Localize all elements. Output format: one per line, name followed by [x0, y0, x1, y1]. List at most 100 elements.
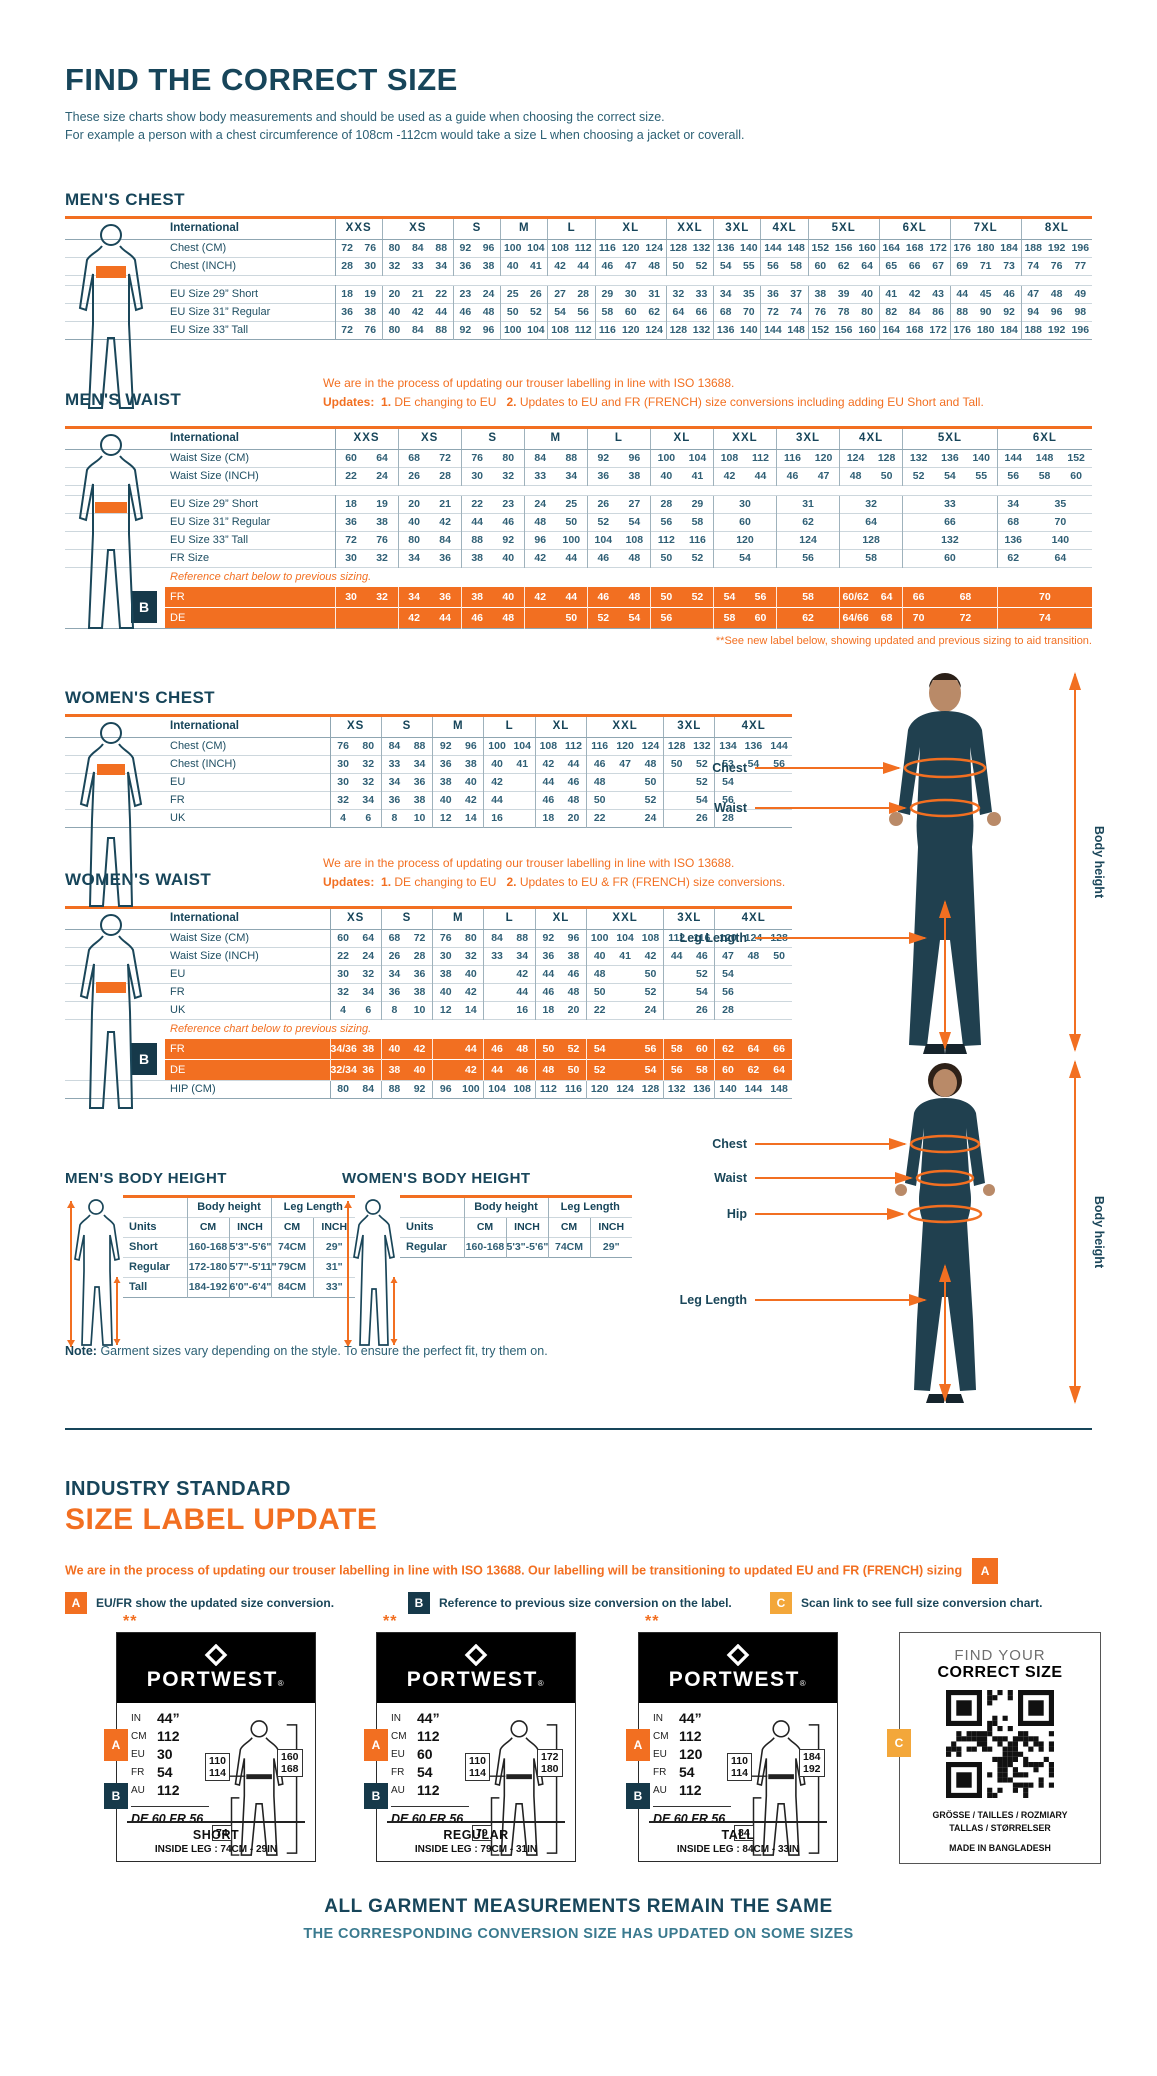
unit-header: INCH [589, 1217, 632, 1238]
row-label: FR [165, 983, 331, 1002]
badge-a: A [972, 1558, 999, 1584]
size-value: 50 [637, 773, 664, 792]
size-value: 40 [492, 549, 525, 568]
brand-name: PORTWEST® [668, 1668, 808, 1691]
size-value: 40 [492, 586, 525, 608]
size-value: 48 [492, 607, 525, 629]
size-value: 52 [689, 755, 715, 774]
size-value: 152 [1060, 449, 1092, 468]
find-your-text: FIND YOUR [954, 1647, 1046, 1664]
size-value: 92 [432, 737, 459, 756]
size-value: 160 [855, 321, 880, 340]
size-value: 152 [807, 321, 832, 340]
size-value: 80 [397, 531, 430, 550]
size-value: 88 [406, 737, 433, 756]
size-value: 60 [744, 607, 777, 629]
size-value: 88 [509, 929, 536, 948]
size-value: 32 [381, 257, 406, 276]
size-value: 172-180 [186, 1257, 229, 1278]
size-value: 144 [766, 737, 792, 756]
size-value: 38 [432, 965, 459, 984]
size-column-header: XL [534, 907, 587, 930]
size-column-header: L [586, 427, 651, 450]
size-value: 54 [714, 773, 741, 792]
size-value: 32 [492, 467, 525, 486]
size-value: 120 [714, 929, 741, 948]
row-label: Tall [123, 1277, 187, 1298]
size-value: 27 [618, 495, 651, 514]
size-value: 20 [560, 1001, 587, 1020]
row-label: UK [165, 809, 331, 828]
size-value: 54 [547, 303, 572, 322]
size-value: 32 [366, 549, 399, 568]
size-value: 43 [926, 285, 951, 304]
measure-key: EU [391, 1748, 405, 1760]
size-value: 100 [483, 737, 510, 756]
size-value: 68 [380, 929, 407, 948]
size-column-header: 4XL [760, 217, 809, 240]
size-value [663, 773, 690, 792]
size-value: 24 [355, 947, 382, 966]
legend-text: Scan link to see full size conversion ch… [801, 1596, 1043, 1610]
measure-value: 54 [679, 1764, 695, 1780]
legend-text: EU/FR show the updated size conversion. [96, 1596, 335, 1610]
size-value: 88 [949, 303, 974, 322]
size-value [663, 809, 690, 828]
row-label: EU Size 29” Short [165, 495, 336, 514]
size-value [663, 791, 690, 810]
size-value: 46 [560, 965, 587, 984]
measure-key: CM [653, 1730, 669, 1742]
size-value: 48 [839, 467, 872, 486]
size-value: 108 [547, 321, 572, 340]
fit-name: REGULAR [443, 1828, 509, 1842]
footer-line-2: THE CORRESPONDING CONVERSION SIZE HAS UP… [303, 1926, 854, 1942]
size-column-header: XS [329, 715, 382, 738]
size-value: 56 [649, 607, 682, 629]
updates-note: Updates: 1. DE changing to EU 2. Updates… [323, 394, 984, 409]
size-value: 66 [766, 1038, 792, 1060]
size-value: 22 [429, 285, 454, 304]
size-value: 108 [547, 239, 572, 258]
size-value: 79CM [270, 1257, 313, 1278]
size-value: 34 [509, 947, 536, 966]
size-value: 188 [1020, 239, 1045, 258]
size-value: 36 [534, 947, 561, 966]
group-header: Body height [186, 1196, 271, 1218]
size-value: 33 [523, 467, 556, 486]
footer-line-1: ALL GARMENT MEASUREMENTS REMAIN THE SAME [324, 1896, 833, 1917]
size-value: 88 [429, 321, 454, 340]
size-value: 46 [452, 303, 477, 322]
size-value: 19 [358, 285, 383, 304]
size-column-header: M [500, 217, 548, 240]
size-value: 120 [618, 239, 643, 258]
size-value: 28 [429, 467, 462, 486]
inside-leg: INSIDE LEG : 74CM - 29IN [154, 1844, 278, 1855]
size-value: 94 [1020, 303, 1045, 322]
size-value: 52 [902, 467, 935, 486]
size-value [663, 965, 690, 984]
size-value: 24 [523, 495, 556, 514]
size-value: 144 [996, 449, 1029, 468]
size-value: 38 [358, 303, 383, 322]
size-value: 77 [1068, 257, 1093, 276]
size-value: 164 [878, 321, 903, 340]
size-value: 28 [406, 947, 433, 966]
size-value: 33 [483, 947, 510, 966]
size-value: 12 [432, 809, 459, 828]
size-value: 96 [523, 531, 556, 550]
size-value: 54 [712, 586, 745, 608]
size-value: 184-192 [186, 1277, 229, 1298]
size-value: 80 [381, 321, 406, 340]
size-value: 48 [618, 549, 651, 568]
size-value: 31 [642, 285, 667, 304]
size-value [509, 791, 536, 810]
size-value: 116 [689, 929, 715, 948]
size-value: 50 [560, 1059, 587, 1081]
size-value [612, 809, 638, 828]
size-value: 120 [586, 1080, 613, 1099]
size-value: 136 [689, 1080, 715, 1099]
size-value: 124 [642, 321, 667, 340]
label-cards-row: FIND YOUR CORRECT SIZE GRÖSSE / TAILLES … [0, 1612, 1157, 1872]
size-value: 58 [712, 607, 745, 629]
size-value: 140 [1028, 531, 1092, 550]
